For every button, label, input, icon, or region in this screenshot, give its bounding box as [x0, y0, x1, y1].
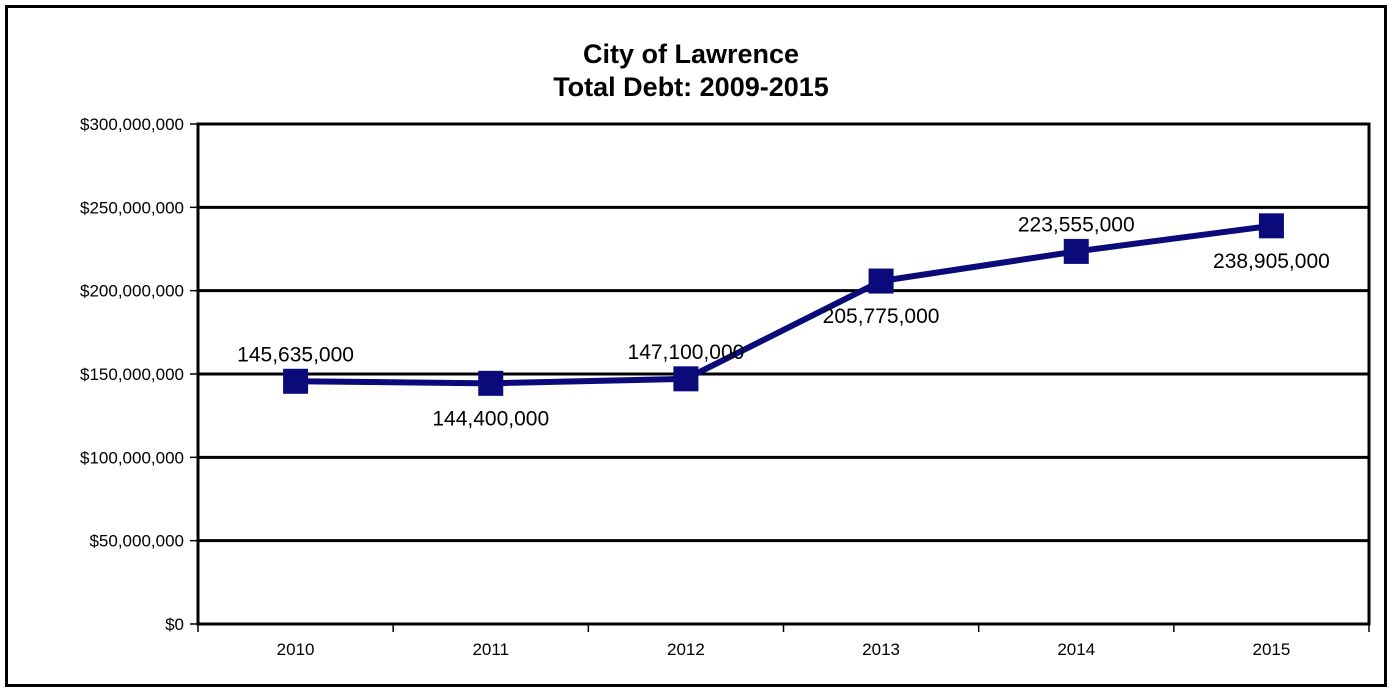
x-tick-label: 2010 [277, 640, 315, 659]
data-point-marker [868, 268, 894, 294]
y-axis-tick-labels: $0 $50,000,000 $100,000,000 $150,000,000 $20… [80, 115, 184, 634]
data-label: 147,100,000 [628, 341, 745, 364]
y-tick-label: $250,000,000 [80, 198, 184, 217]
chart-title-line-1: City of Lawrence [582, 39, 800, 69]
series-line [295, 222, 1272, 387]
y-tick-label: $50,000,000 [89, 532, 184, 551]
data-label: 223,555,000 [1018, 213, 1135, 236]
data-point-marker [283, 368, 309, 394]
data-label: 238,905,000 [1213, 250, 1330, 273]
y-tick-label: $200,000,000 [80, 282, 184, 301]
x-tick-label: 2013 [862, 640, 900, 659]
data-labels: 145,635,000 144,400,000 147,100,000 205,775… [237, 213, 1330, 430]
data-label: 144,400,000 [432, 407, 549, 430]
series-line-group [283, 213, 1284, 396]
chart-title-line-2: Total Debt: 2009-2015 [553, 72, 829, 102]
data-point-marker [478, 370, 504, 396]
y-tick-label: $150,000,000 [80, 365, 184, 384]
chart-frame [5, 5, 1387, 687]
y-tick-label: $100,000,000 [80, 448, 184, 467]
x-axis-tick-labels: 2010 2011 2012 2013 2014 2015 [277, 640, 1291, 659]
x-tick-label: 2011 [472, 640, 509, 659]
x-tick-label: 2014 [1057, 640, 1095, 659]
x-tick-label: 2012 [667, 640, 705, 659]
y-tick-label: $0 [165, 615, 184, 634]
data-point-marker [673, 366, 699, 392]
data-label: 205,775,000 [823, 305, 940, 328]
data-label: 145,635,000 [237, 343, 354, 366]
data-point-marker [1063, 238, 1089, 264]
gridlines [190, 122, 1371, 632]
chart-title: City of Lawrence Total Debt: 2009-2015 [0, 38, 1382, 104]
x-tick-label: 2015 [1253, 640, 1291, 659]
data-point-marker [1258, 213, 1284, 239]
y-tick-label: $300,000,000 [80, 115, 184, 134]
